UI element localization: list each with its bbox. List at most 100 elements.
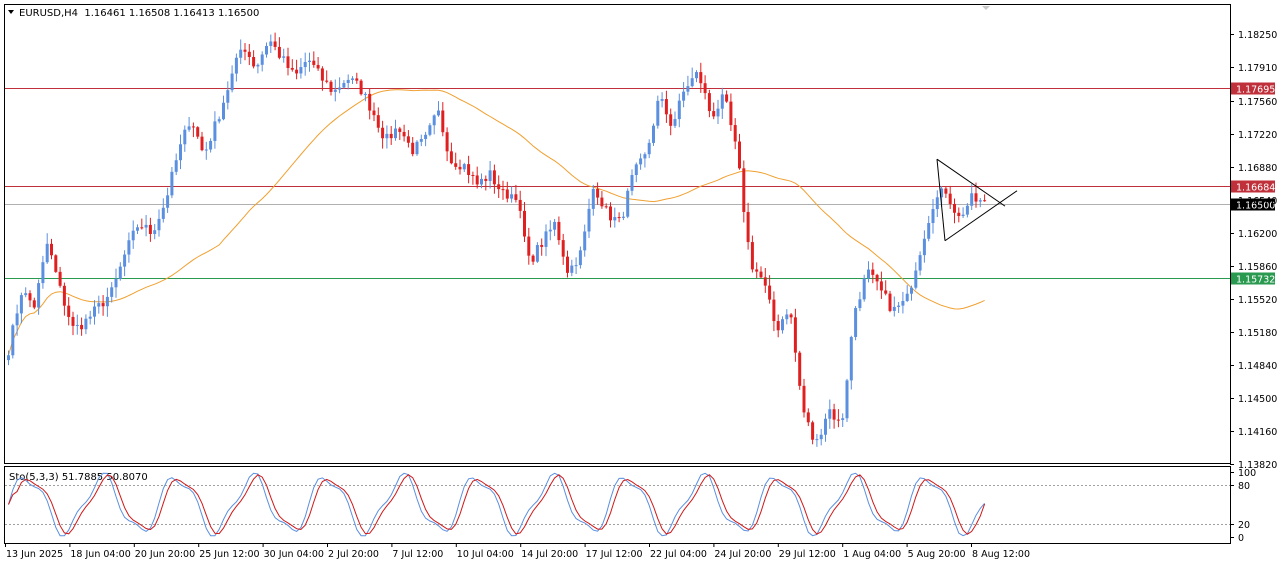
candle-body-141 (613, 217, 617, 221)
candle-body-123 (535, 245, 539, 262)
candle-body-113 (492, 170, 496, 185)
time-tick-label-12: 29 Jul 12:00 (779, 549, 836, 560)
candle-body-10 (50, 243, 53, 256)
candle-body-199 (862, 278, 866, 300)
candle-body-68 (299, 67, 303, 74)
time-tick-label-8: 14 Jul 20:00 (521, 549, 578, 560)
time-tick-label-6: 7 Jul 12:00 (392, 549, 443, 560)
scroll-marker-icon[interactable] (982, 6, 990, 10)
candle-body-96 (419, 139, 423, 142)
candle-body-196 (849, 336, 853, 381)
price-tick-label-3: 1.17220 (1238, 130, 1277, 141)
candle-body-226 (978, 200, 982, 202)
price-tick-label-0: 1.18250 (1238, 30, 1277, 41)
price-tick-label-9: 1.15180 (1238, 328, 1277, 339)
level-badge-2 (1231, 198, 1275, 211)
candle-body-44 (196, 127, 200, 137)
candle-body-136 (591, 188, 595, 209)
candle-body-99 (432, 115, 436, 126)
candle-body-208 (901, 300, 905, 306)
time-tick-label-15: 8 Aug 12:00 (972, 549, 1030, 560)
candle-body-15 (71, 316, 75, 326)
candle-body-227 (983, 200, 987, 202)
candle-body-170 (738, 141, 741, 169)
candle-body-65 (286, 56, 290, 68)
candle-body-125 (544, 231, 548, 247)
candle-body-216 (935, 197, 939, 210)
time-tick-label-9: 17 Jul 12:00 (586, 549, 643, 560)
candle-body-115 (501, 189, 505, 191)
candle-body-156 (677, 100, 681, 120)
time-tick-label-0: 13 Jun 2025 (6, 549, 63, 560)
candle-body-108 (471, 174, 475, 176)
price-tick-label-1: 1.17910 (1238, 63, 1277, 74)
candle-body-145 (630, 175, 634, 191)
candle-body-210 (910, 287, 913, 294)
candle-body-178 (772, 299, 776, 322)
candle-body-219 (948, 193, 952, 204)
candle-body-77 (338, 87, 342, 90)
candle-body-61 (269, 41, 273, 46)
candle-body-22 (101, 303, 105, 307)
stochastic-axis: 100 80 20 0 (1230, 468, 1256, 544)
candle-body-120 (523, 210, 526, 237)
candle-body-11 (54, 255, 58, 272)
level-badge-0 (1231, 82, 1275, 95)
candle-body-137 (596, 188, 600, 198)
stoch-signal-line (8, 474, 986, 535)
candle-body-53 (234, 57, 238, 74)
time-tick-label-1: 18 Jun 04:00 (70, 549, 130, 560)
candle-body-92 (402, 131, 406, 137)
level-badge-1 (1231, 180, 1275, 193)
candle-body-60 (265, 45, 268, 55)
candle-body-143 (621, 216, 625, 218)
candle-body-188 (815, 439, 819, 441)
level-label-1: 1.16684 (1236, 183, 1275, 194)
candle-body-111 (484, 178, 488, 181)
candle-body-190 (824, 418, 827, 435)
candle-body-121 (527, 236, 531, 256)
candle-body-84 (368, 93, 372, 111)
candle-body-75 (329, 81, 333, 92)
candle-body-187 (811, 422, 815, 440)
candle-body-198 (858, 299, 862, 309)
stoch-tick-label-2: 20 (1238, 520, 1250, 531)
candle-body-157 (682, 91, 686, 101)
candles (7, 32, 987, 447)
candle-body-173 (750, 242, 754, 270)
candle-body-140 (609, 206, 612, 221)
symbol-dropdown-icon[interactable] (8, 10, 14, 14)
candle-body-95 (415, 141, 419, 155)
candle-body-127 (553, 221, 557, 230)
candle-body-112 (488, 170, 492, 181)
candle-body-202 (875, 274, 879, 282)
candle-body-160 (695, 72, 698, 79)
candle-body-7 (37, 283, 41, 308)
candle-body-104 (454, 163, 458, 167)
candle-body-225 (974, 193, 978, 202)
candle-body-191 (828, 409, 832, 419)
candle-body-185 (802, 385, 806, 413)
candle-body-214 (927, 223, 931, 239)
candle-body-70 (308, 60, 311, 63)
candle-body-181 (785, 314, 789, 320)
triangle-lower-line (944, 190, 1018, 242)
candle-body-122 (531, 255, 535, 262)
candle-body-5 (28, 293, 32, 301)
candle-body-56 (247, 51, 251, 57)
stoch-tick-label-1: 80 (1238, 481, 1250, 492)
candle-body-204 (884, 290, 888, 294)
candle-body-138 (600, 197, 604, 207)
candle-body-20 (93, 306, 96, 317)
candle-body-76 (333, 89, 337, 92)
candle-body-175 (759, 271, 763, 278)
candle-body-213 (922, 238, 926, 256)
candle-body-114 (497, 184, 501, 190)
candle-body-26 (118, 266, 122, 279)
candle-body-91 (398, 128, 402, 132)
candle-body-103 (449, 151, 453, 164)
candle-body-34 (153, 230, 157, 234)
time-tick-label-11: 24 Jul 20:00 (714, 549, 771, 560)
candle-body-130 (566, 256, 569, 273)
